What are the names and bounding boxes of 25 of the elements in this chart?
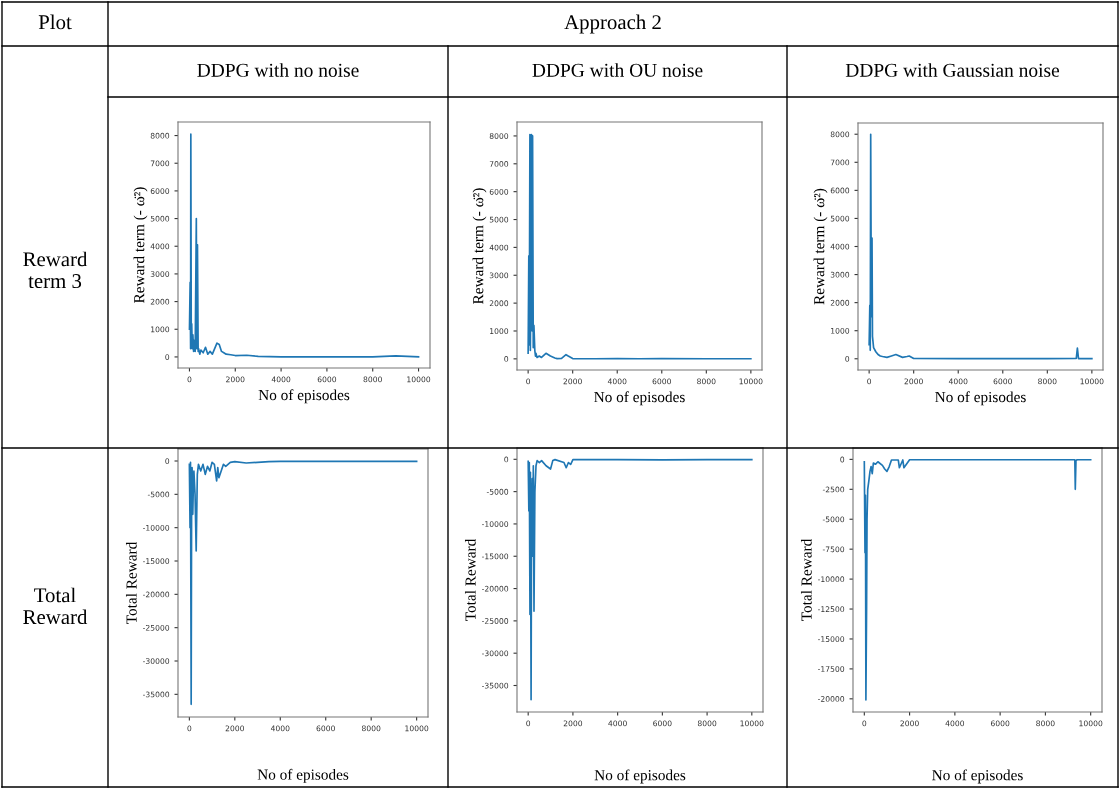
x-axis-title: No of episodes: [594, 769, 686, 784]
x-axis-title: No of episodes: [594, 391, 685, 406]
y-axis-title: Total Reward: [464, 538, 476, 621]
line-series: [527, 458, 753, 701]
x-axis-title: No of episodes: [932, 769, 1023, 784]
chart-title: DDPG with OU noise: [532, 63, 703, 77]
x-axis-title: No of episodes: [257, 768, 349, 783]
y-axis-title: Reward term (- ω̈²): [133, 187, 148, 303]
y-axis-title: Total Reward: [800, 538, 812, 621]
text: Plot: [38, 14, 72, 30]
chart-title: DDPG with no noise: [197, 63, 359, 77]
y-axis-title: Total Reward: [125, 541, 137, 624]
x-axis-title: No of episodes: [935, 391, 1026, 406]
text: Total Reward: [23, 587, 88, 625]
text: Reward term 3: [23, 251, 88, 289]
line-series: [863, 458, 1092, 701]
text: Approach 2: [564, 14, 661, 34]
x-axis-title: No of episodes: [258, 389, 350, 404]
y-axis-title: Reward term (- ω̈²): [472, 188, 487, 304]
y-axis-title: Reward term (- ω̈²): [813, 188, 828, 305]
chart-title: DDPG with Gaussian noise: [845, 63, 1060, 77]
line-series: [188, 133, 420, 358]
line-series: [527, 133, 752, 360]
line-series: [188, 460, 418, 706]
line-series: [868, 133, 1093, 360]
